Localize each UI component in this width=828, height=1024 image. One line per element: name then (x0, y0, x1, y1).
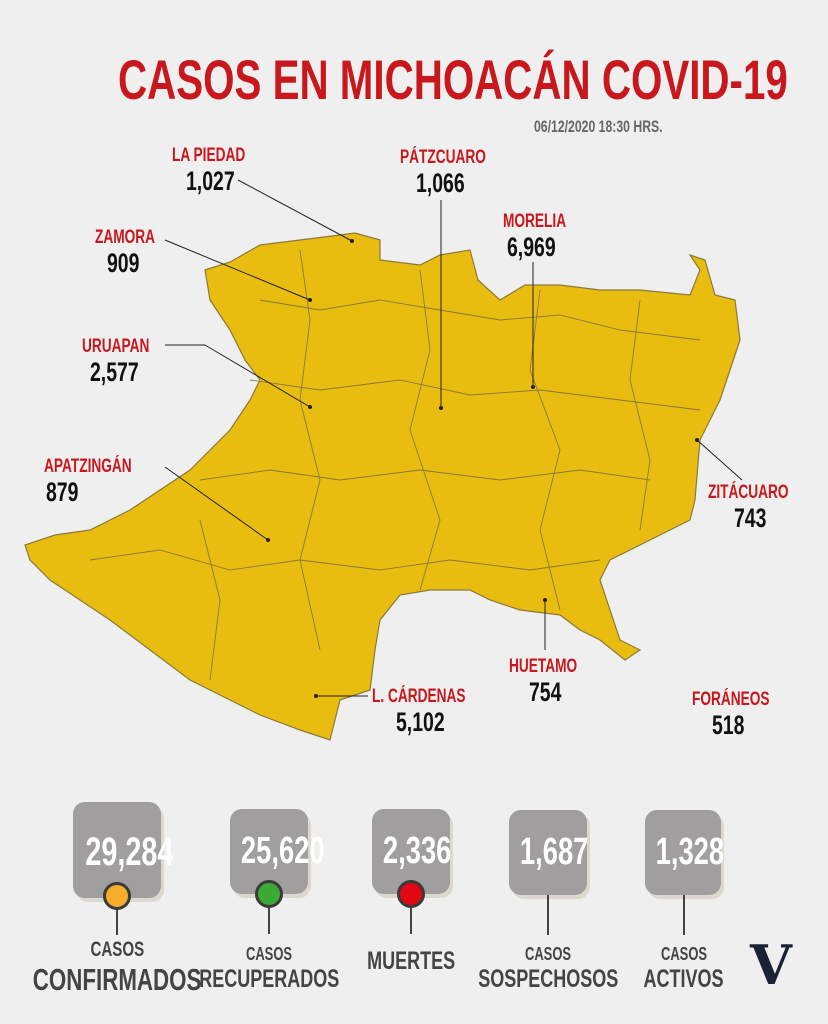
city-value: 879 (46, 477, 79, 507)
city-value: 518 (712, 710, 745, 740)
city-value: 5,102 (396, 707, 445, 737)
label-apatzingan: APATZINGÁN 879 (44, 457, 166, 506)
label-lazaro-cardenas: L. CÁRDENAS 5,102 (372, 687, 502, 736)
city-name: URUAPAN (82, 336, 150, 357)
stat-value: 29,284 (85, 830, 174, 874)
city-name: FORÁNEOS (692, 689, 770, 710)
stat-label-bottom: ACTIVOS (643, 965, 725, 993)
stat-label-top: CASOS (660, 944, 708, 964)
stat-label-bottom: CONFIRMADOS (32, 962, 202, 997)
stat-value: 25,620 (240, 830, 325, 872)
city-name: ZAMORA (95, 227, 156, 248)
city-name: PÁTZCUARO (400, 147, 486, 168)
stat-label-bottom: SOSPECHOSOS (477, 965, 619, 993)
timestamp: 06/12/2020 18:30 HRS. (534, 117, 713, 137)
city-name: APATZINGÁN (44, 456, 132, 477)
label-zamora: ZAMORA 909 (95, 228, 178, 277)
stat-label-bottom: MUERTES (367, 947, 456, 975)
city-value: 743 (734, 503, 767, 533)
city-value: 1,027 (186, 166, 235, 196)
title-text: CASOS EN MICHOACÁN COVID-19 (118, 48, 788, 111)
green-dot-icon (255, 880, 283, 908)
leader-lines (164, 179, 743, 697)
label-morelia: MORELIA 6,969 (503, 212, 591, 261)
red-dot-icon (397, 880, 425, 908)
label-patzcuaro: PÁTZCUARO 1,066 (400, 148, 519, 197)
city-name: L. CÁRDENAS (372, 686, 466, 707)
city-name: HUETAMO (509, 656, 578, 677)
city-value: 909 (107, 248, 140, 278)
city-value: 1,066 (416, 168, 465, 198)
city-name: ZITÁCUARO (708, 482, 789, 503)
stat-label-top: CASOS (90, 938, 144, 961)
label-uruapan: URUAPAN 2,577 (82, 337, 176, 386)
stat-value: 2,336 (382, 830, 452, 872)
city-value: 6,969 (507, 232, 556, 262)
city-name: MORELIA (503, 211, 567, 232)
stat-value: 1,328 (655, 831, 725, 873)
city-value: 2,577 (90, 357, 139, 387)
stat-label-bottom: RECUPERADOS (198, 965, 340, 993)
logo: V (750, 933, 792, 997)
date-text: 06/12/2020 18:30 HRS. (534, 117, 663, 136)
city-value: 754 (529, 677, 562, 707)
stat-label-top: CASOS (524, 944, 572, 964)
stat-label-top: CASOS (245, 944, 293, 964)
state-outline (24, 232, 741, 741)
stat-value: 1,687 (519, 831, 589, 873)
city-points (266, 239, 699, 698)
label-foraneos: FORÁNEOS 518 (692, 690, 800, 739)
city-name: LA PIEDAD (172, 145, 246, 166)
orange-dot-icon (103, 882, 131, 910)
label-la-piedad: LA PIEDAD 1,027 (172, 146, 274, 195)
label-zitacuaro: ZITÁCUARO 743 (708, 483, 820, 532)
page-title: CASOS EN MICHOACÁN COVID-19 (118, 52, 828, 108)
label-huetamo: HUETAMO 754 (509, 657, 604, 706)
